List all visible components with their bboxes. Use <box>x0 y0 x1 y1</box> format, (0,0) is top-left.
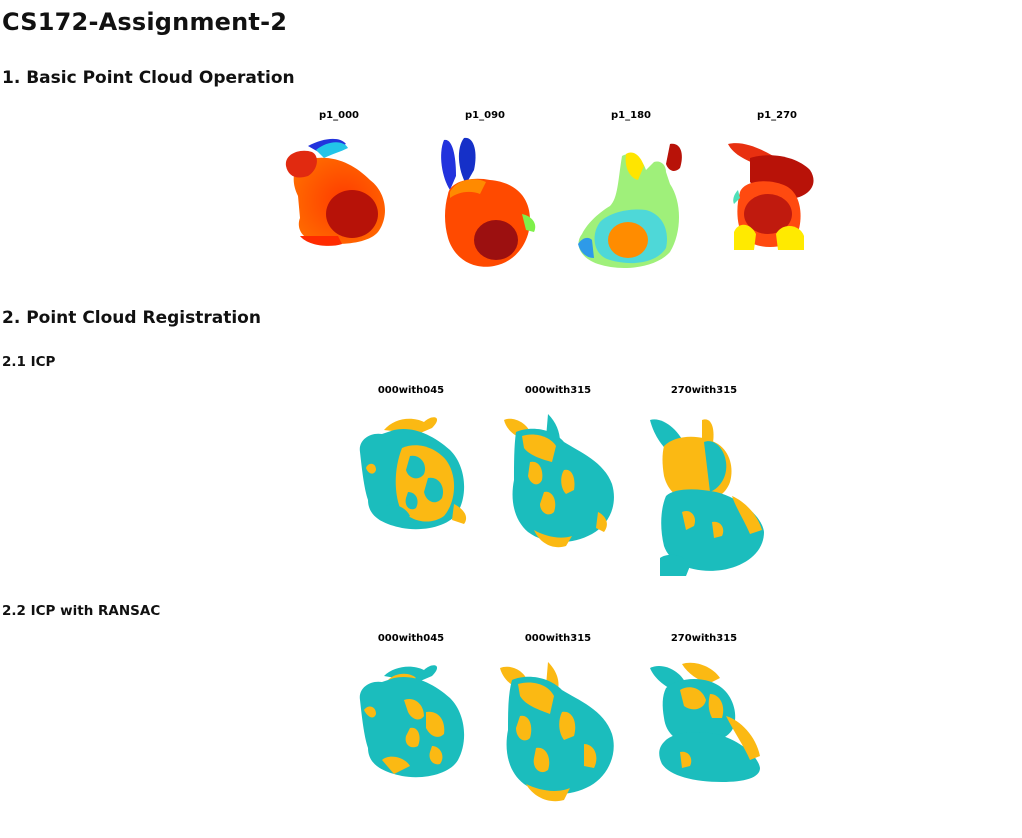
figure-caption-p1-090: p1_090 <box>465 110 505 121</box>
registration-image-ransac-270with315 <box>646 660 768 785</box>
subsection-heading-icp-ransac: 2.2 ICP with RANSAC <box>2 603 161 619</box>
subsection-heading-icp: 2.1 ICP <box>2 354 56 370</box>
page-title: CS172-Assignment-2 <box>2 8 288 36</box>
section-heading-basic-operation: 1. Basic Point Cloud Operation <box>2 68 295 88</box>
figure-caption-p1-180: p1_180 <box>611 110 651 121</box>
figure-caption-icp-000with045: 000with045 <box>377 385 445 396</box>
point-cloud-image-p1-180 <box>570 140 695 275</box>
registration-image-ransac-000with315 <box>496 660 618 802</box>
point-cloud-image-p1-090 <box>430 134 545 274</box>
section-heading-registration: 2. Point Cloud Registration <box>2 308 261 328</box>
figure-caption-ransac-270with315: 270with315 <box>670 633 738 644</box>
point-cloud-image-p1-000 <box>278 136 403 251</box>
figure-caption-ransac-000with315: 000with315 <box>524 633 592 644</box>
registration-image-icp-000with315 <box>500 412 618 552</box>
figure-caption-icp-000with315: 000with315 <box>524 385 592 396</box>
figure-caption-p1-000: p1_000 <box>319 110 359 121</box>
figure-caption-ransac-000with045: 000with045 <box>377 633 445 644</box>
registration-image-icp-000with045 <box>354 412 479 537</box>
figure-caption-icp-270with315: 270with315 <box>670 385 738 396</box>
registration-image-ransac-000with045 <box>354 660 479 785</box>
point-cloud-image-p1-270 <box>720 138 820 258</box>
figure-caption-p1-270: p1_270 <box>757 110 797 121</box>
registration-image-icp-270with315 <box>646 412 768 580</box>
